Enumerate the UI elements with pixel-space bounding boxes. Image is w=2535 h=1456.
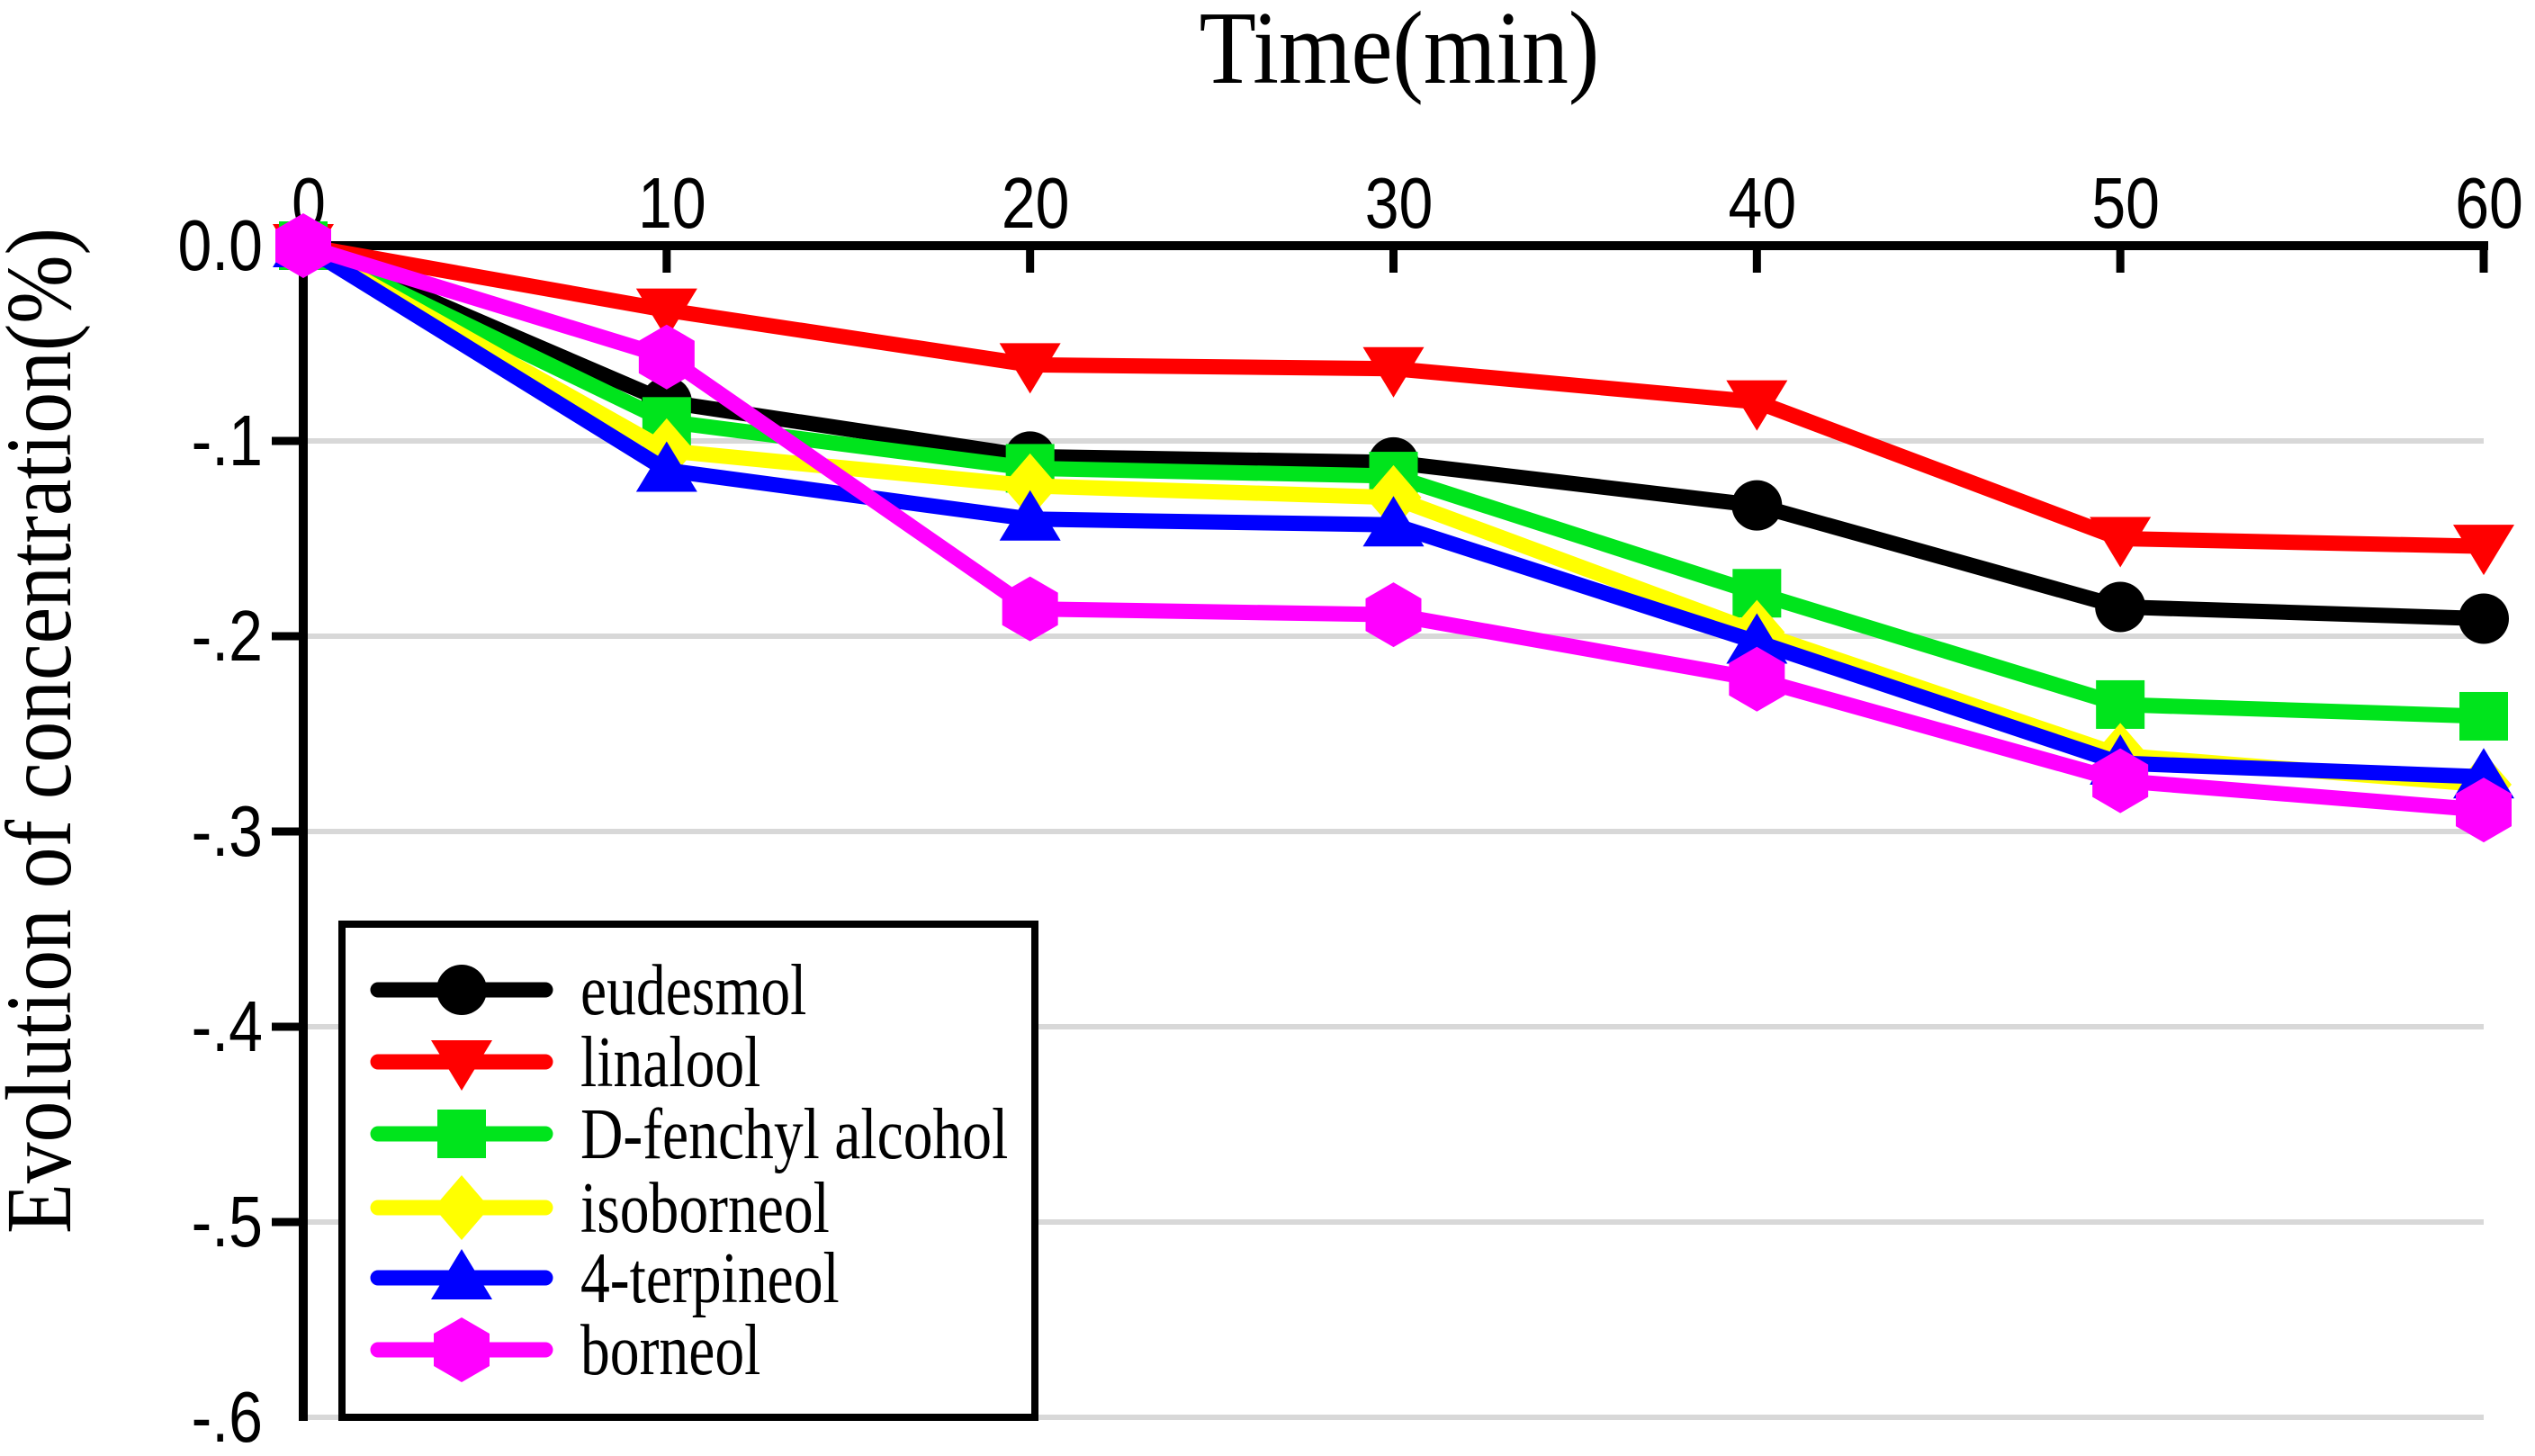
x-tick-label: 10 xyxy=(638,163,706,243)
series-marker xyxy=(635,288,697,339)
series-marker xyxy=(2095,581,2146,633)
series-marker xyxy=(638,324,695,390)
x-tick-label: 50 xyxy=(2091,163,2160,243)
series-marker xyxy=(2456,777,2512,843)
legend-item: borneol xyxy=(370,1310,760,1390)
series-marker xyxy=(2092,748,2149,813)
x-tick-label: 40 xyxy=(1729,163,1797,243)
x-tick-label: 20 xyxy=(1002,163,1070,243)
legend-marker xyxy=(431,1249,492,1299)
legend-marker xyxy=(431,1040,492,1091)
series-marker xyxy=(2459,691,2508,741)
series-marker xyxy=(1002,453,1058,518)
legend-item: D-fenchyl alcohol xyxy=(370,1094,1008,1174)
y-tick-label: -.5 xyxy=(192,1182,263,1262)
series-marker xyxy=(999,490,1061,541)
series-marker xyxy=(1362,496,1425,547)
legend-label: 4-terpineol xyxy=(580,1238,840,1318)
legend-marker xyxy=(436,965,487,1015)
series-marker xyxy=(1729,646,1785,712)
series-marker xyxy=(2453,748,2514,799)
series-marker xyxy=(1726,613,1788,664)
series-marker xyxy=(999,343,1061,394)
x-tick-label: 60 xyxy=(2455,163,2523,243)
legend-marker xyxy=(434,1317,490,1382)
legend-item: 4-terpineol xyxy=(370,1238,840,1318)
y-tick-label: -.2 xyxy=(192,596,263,676)
legend-label: isoborneol xyxy=(580,1168,830,1248)
legend-label: borneol xyxy=(580,1310,760,1390)
series-marker xyxy=(2090,517,2152,568)
series-marker xyxy=(2096,679,2145,729)
x-tick-label: 30 xyxy=(1365,163,1434,243)
legend-marker xyxy=(437,1110,486,1158)
series-marker xyxy=(1362,346,1425,398)
y-tick-label: -.6 xyxy=(192,1377,263,1452)
series-marker xyxy=(635,441,697,492)
y-tick-label: 0.0 xyxy=(177,205,263,285)
series-marker xyxy=(1365,582,1422,648)
legend-label: linalool xyxy=(580,1022,760,1102)
series-marker xyxy=(2453,525,2514,576)
y-axis-title: Evolution of concentration(%) xyxy=(0,228,91,1234)
legend-item: linalool xyxy=(370,1022,760,1102)
series-marker xyxy=(1726,380,1788,431)
legend-label: eudesmol xyxy=(580,950,806,1030)
y-tick-label: -.3 xyxy=(192,791,263,871)
y-tick-label: -.1 xyxy=(192,400,263,481)
series-lines xyxy=(273,213,2514,843)
legend-marker xyxy=(434,1175,490,1240)
series-marker xyxy=(1731,480,1783,531)
legend-item: isoborneol xyxy=(370,1168,830,1248)
series-marker xyxy=(2459,593,2509,644)
series-marker xyxy=(275,213,331,278)
y-tick-label: -.4 xyxy=(192,986,263,1066)
chart-title: Time(min) xyxy=(1200,0,1600,105)
legend-label: D-fenchyl alcohol xyxy=(580,1094,1008,1174)
axes: 0 10 20 30 40 50 600.0-.1-.2-.3-.4-.5-.6 xyxy=(177,163,2523,1456)
series-marker xyxy=(1002,576,1058,642)
legend-item: eudesmol xyxy=(370,950,806,1030)
